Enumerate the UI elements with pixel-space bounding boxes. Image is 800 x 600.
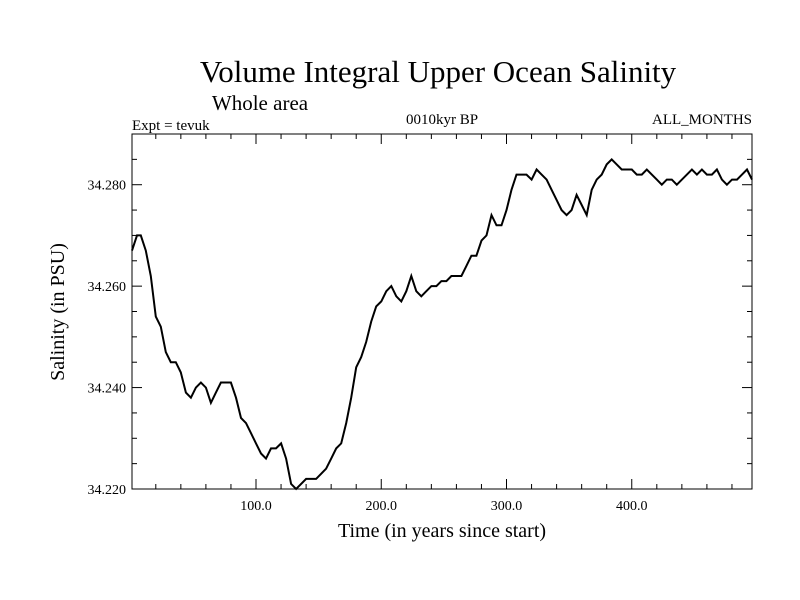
x-tick-label: 100.0 [240, 499, 272, 514]
x-tick-label: 300.0 [491, 499, 523, 514]
chart-title: Volume Integral Upper Ocean Salinity [200, 54, 677, 89]
y-axis-title: Salinity (in PSU) [47, 243, 69, 381]
axis-ticks [132, 133, 752, 490]
chart-subtitle: Whole area [212, 91, 309, 115]
x-tick-label: 400.0 [616, 499, 648, 514]
y-tick-label: 34.220 [88, 483, 127, 498]
months-label: ALL_MONTHS [652, 112, 752, 128]
y-tick-label: 34.260 [88, 280, 127, 295]
salinity-series-line [131, 157, 753, 491]
x-tick-label: 200.0 [366, 499, 398, 514]
axis-tick-labels: 100.0 200.0 300.0 400.0 34.220 34.240 34.260 34… [88, 179, 648, 514]
y-tick-label: 34.280 [88, 179, 127, 194]
x-axis-title: Time (in years since start) [338, 520, 546, 542]
period-label: 0010kyr BP [406, 112, 478, 128]
plot-frame [131, 133, 753, 490]
expt-label: Expt = tevuk [132, 118, 210, 134]
y-tick-label: 34.240 [88, 382, 127, 397]
